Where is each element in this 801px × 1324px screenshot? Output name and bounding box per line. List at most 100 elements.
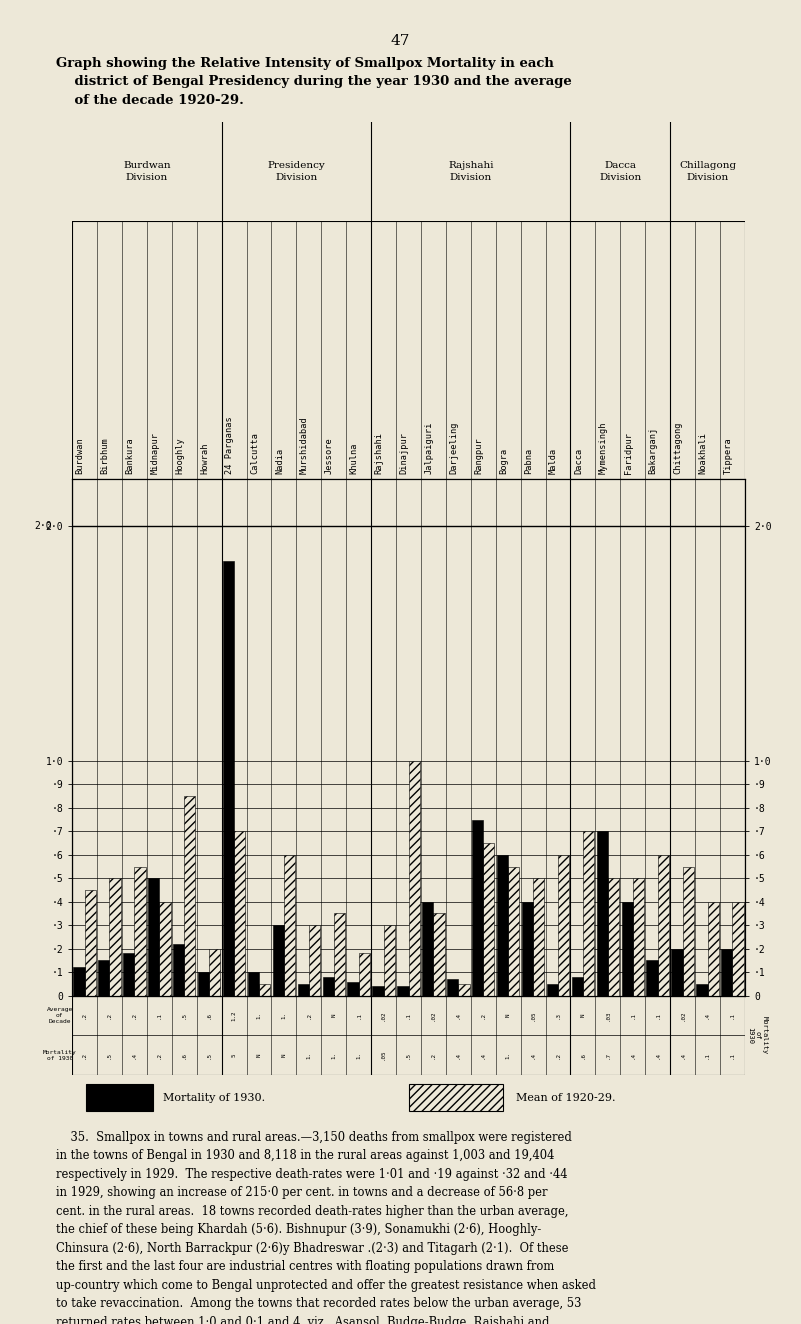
Text: .02: .02 (381, 1010, 386, 1021)
Text: Graph showing the Relative Intensity of Smallpox Mortality in each: Graph showing the Relative Intensity of … (56, 57, 554, 70)
Text: 5: 5 (231, 1054, 236, 1057)
Bar (646, 960, 658, 996)
Bar (696, 984, 707, 996)
Bar (248, 972, 259, 996)
Text: Hooghly: Hooghly (175, 437, 184, 474)
Text: .03: .03 (606, 1010, 610, 1021)
Text: .7: .7 (606, 1051, 610, 1059)
Text: Burdwan
Division: Burdwan Division (123, 162, 171, 181)
Text: Noakhali: Noakhali (698, 432, 707, 474)
Text: Jessore: Jessore (324, 437, 334, 474)
Bar (110, 878, 121, 996)
Bar (633, 878, 644, 996)
Bar (472, 820, 483, 996)
Text: Murshidabad: Murshidabad (300, 416, 309, 474)
Text: 47: 47 (391, 34, 410, 49)
Text: 2·0: 2·0 (34, 522, 52, 531)
Text: .1: .1 (356, 1012, 361, 1019)
Text: Bakarganj: Bakarganj (649, 426, 658, 474)
Text: N: N (332, 1014, 336, 1017)
Bar (148, 878, 159, 996)
Text: .4: .4 (132, 1051, 137, 1059)
Text: Pabna: Pabna (524, 448, 533, 474)
Text: .4: .4 (630, 1051, 635, 1059)
Text: .4: .4 (705, 1012, 710, 1019)
Bar (483, 843, 494, 996)
Text: Mortality
of
1930: Mortality of 1930 (747, 1017, 767, 1054)
Text: Mean of 1920-29.: Mean of 1920-29. (516, 1092, 616, 1103)
Bar (497, 855, 508, 996)
Text: .1: .1 (630, 1012, 635, 1019)
Text: Rangpur: Rangpur (474, 437, 483, 474)
Text: .1: .1 (157, 1012, 162, 1019)
Text: Birbhum: Birbhum (100, 437, 110, 474)
Text: Howrah: Howrah (200, 442, 209, 474)
Text: .2: .2 (556, 1051, 561, 1059)
Bar (558, 855, 570, 996)
Text: .1: .1 (705, 1051, 710, 1059)
Bar (184, 796, 195, 996)
Text: Rajshahi: Rajshahi (375, 432, 384, 474)
Text: 1.: 1. (356, 1051, 361, 1059)
Text: 1.2: 1.2 (231, 1010, 236, 1021)
Text: 24 Parganas: 24 Parganas (225, 416, 234, 474)
Bar (223, 561, 234, 996)
Text: district of Bengal Presidency during the year 1930 and the average: district of Bengal Presidency during the… (56, 75, 572, 89)
Bar (323, 977, 334, 996)
Text: Average
of
Decade: Average of Decade (46, 1008, 73, 1023)
Bar (397, 986, 409, 996)
Text: N: N (505, 1014, 511, 1017)
Text: Darjeeling: Darjeeling (449, 421, 458, 474)
Text: N: N (256, 1054, 261, 1057)
Bar (99, 960, 110, 996)
Text: Bankura: Bankura (126, 437, 135, 474)
Text: Rajshahi
Division: Rajshahi Division (448, 162, 493, 181)
Text: .05: .05 (381, 1050, 386, 1061)
Bar (209, 949, 220, 996)
Bar (159, 902, 171, 996)
Text: .1: .1 (406, 1012, 411, 1019)
Bar (508, 866, 519, 996)
Bar (732, 902, 743, 996)
Bar (547, 984, 558, 996)
Bar (533, 878, 545, 996)
Bar (123, 953, 135, 996)
Bar (86, 1083, 153, 1111)
Bar (721, 949, 732, 996)
Text: .1: .1 (655, 1012, 660, 1019)
Bar (409, 761, 420, 996)
Text: .2: .2 (82, 1051, 87, 1059)
Text: .2: .2 (132, 1012, 137, 1019)
Text: .4: .4 (456, 1012, 461, 1019)
Text: .5: .5 (182, 1012, 187, 1019)
Bar (458, 984, 469, 996)
Text: .4: .4 (456, 1051, 461, 1059)
Bar (597, 831, 608, 996)
Text: .5: .5 (207, 1051, 211, 1059)
Text: .02: .02 (431, 1010, 436, 1021)
Bar (173, 944, 184, 996)
Text: Mortality of 1930.: Mortality of 1930. (163, 1092, 265, 1103)
Bar (671, 949, 682, 996)
Text: Dacca: Dacca (574, 448, 583, 474)
Text: Khulna: Khulna (350, 442, 359, 474)
Bar (409, 1083, 503, 1111)
Text: .2: .2 (82, 1012, 87, 1019)
Text: .2: .2 (107, 1012, 112, 1019)
Bar (74, 968, 85, 996)
Text: Dacca
Division: Dacca Division (599, 162, 642, 181)
Bar (384, 925, 395, 996)
Bar (334, 914, 345, 996)
Bar (309, 925, 320, 996)
Text: Mortality
of 1930: Mortality of 1930 (42, 1050, 77, 1061)
Text: Malda: Malda (549, 448, 558, 474)
Bar (707, 902, 718, 996)
Bar (682, 866, 694, 996)
Text: .4: .4 (481, 1051, 485, 1059)
Text: 1.: 1. (505, 1051, 511, 1059)
Bar (658, 855, 669, 996)
Text: .5: .5 (107, 1051, 112, 1059)
Text: N: N (281, 1054, 287, 1057)
Text: 1.: 1. (332, 1051, 336, 1059)
Text: .4: .4 (530, 1051, 536, 1059)
